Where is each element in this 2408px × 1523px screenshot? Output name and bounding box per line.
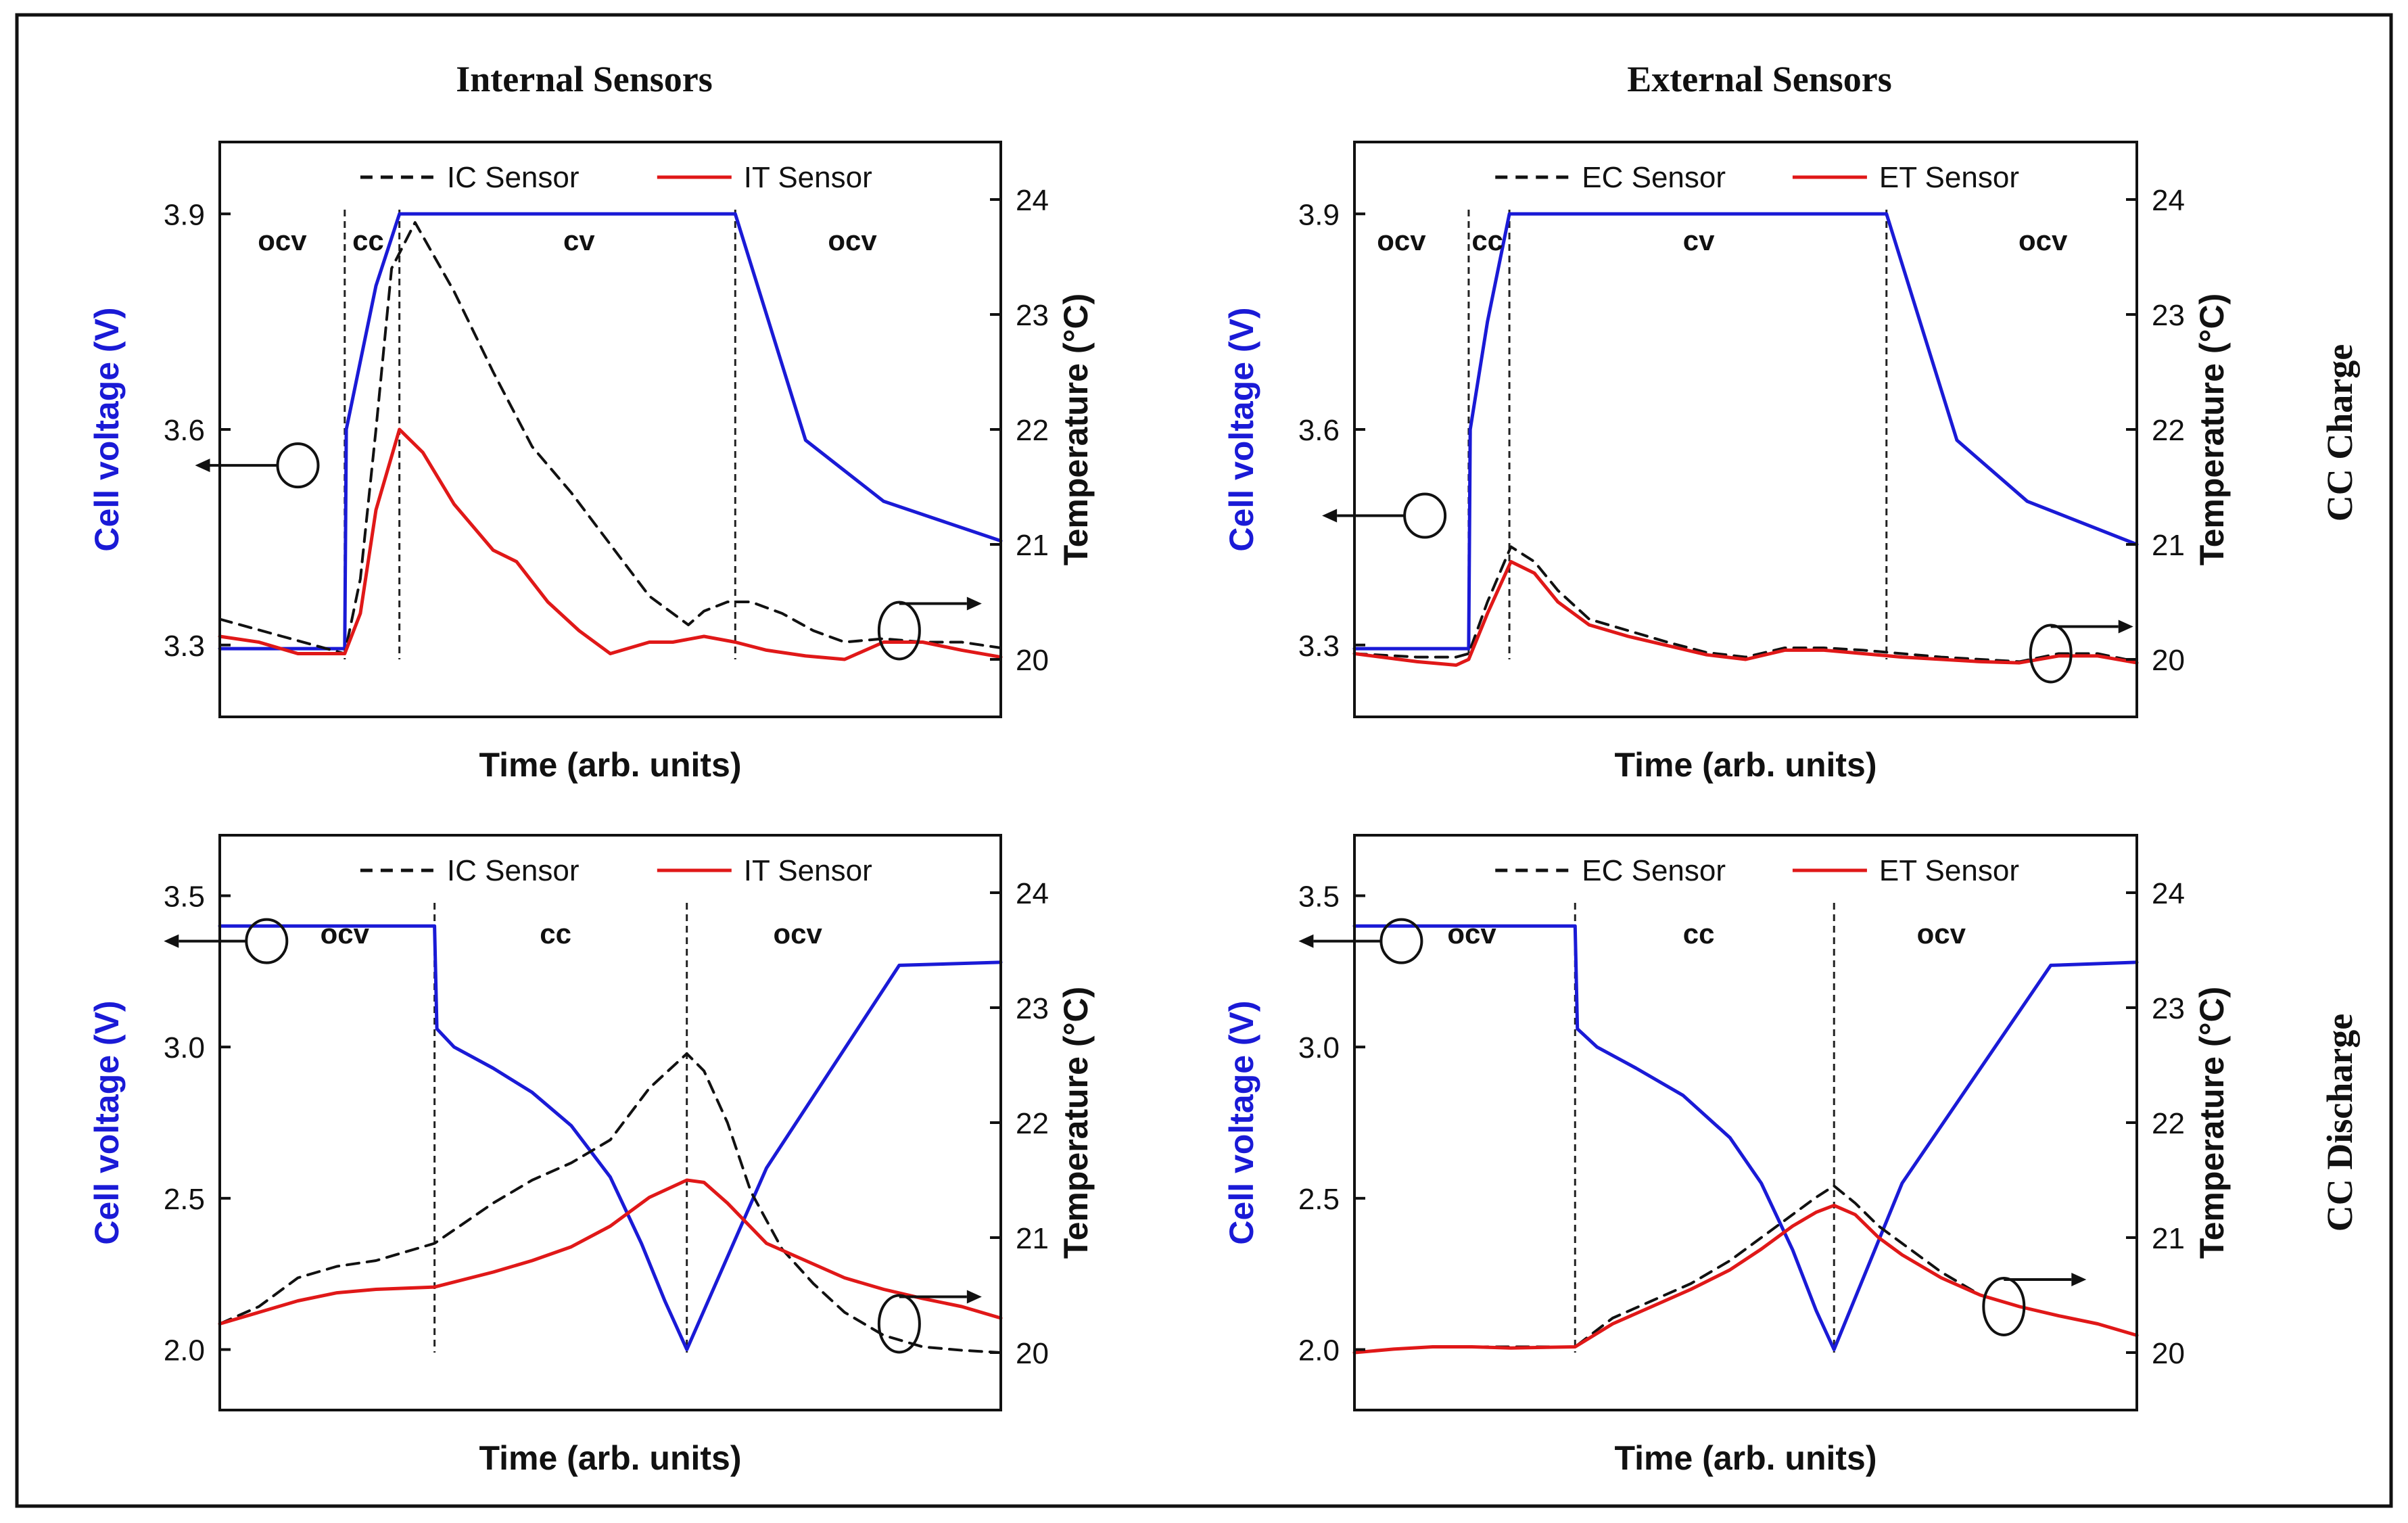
voltage-line [218, 212, 1003, 651]
right-tick-label: 23 [1016, 299, 1049, 332]
it-sensor-line [218, 1178, 1003, 1326]
heading-external-sensors: External Sensors [1627, 59, 1892, 99]
left-axis-title: Cell voltage (V) [88, 1000, 126, 1244]
phase-label: ocv [1377, 225, 1426, 256]
it-sensor-line [218, 427, 1003, 661]
left-tick-label: 3.0 [1298, 1031, 1340, 1064]
left-tick-label: 3.5 [164, 880, 205, 913]
right-axis-title: Temperature (°C) [2193, 987, 2231, 1259]
right-tick-label: 21 [2152, 529, 2185, 562]
right-axis-title: Temperature (°C) [2193, 294, 2231, 565]
legend-label: EC Sensor [1582, 854, 1726, 887]
left-axis-title: Cell voltage (V) [1223, 1000, 1260, 1244]
axis-arrow-head-icon [2118, 619, 2133, 634]
right-tick-label: 23 [2152, 992, 2185, 1025]
et-sensor-line [1352, 560, 2139, 667]
right-tick-label: 21 [1016, 529, 1049, 562]
phase-label: cc [352, 225, 384, 256]
left-axis-title: Cell voltage (V) [88, 307, 126, 551]
phase-label: ocv [2019, 225, 2068, 256]
left-tick-label: 3.6 [1298, 414, 1340, 447]
right-tick-label: 20 [1016, 1337, 1049, 1370]
left-tick-label: 2.0 [164, 1334, 205, 1367]
right-tick-label: 20 [1016, 644, 1049, 677]
axis-arrow-head-icon [1322, 509, 1338, 523]
chart-discharge-external: 2.0 2.5 3.0 3.5 20 21 22 23 24 ocv cc ocv EC Sensor E… [1223, 834, 2231, 1477]
right-tick-label: 21 [2152, 1222, 2185, 1255]
x-axis-title: Time (arb. units) [1614, 1439, 1876, 1477]
left-tick-label: 3.0 [164, 1031, 205, 1064]
phase-label: cc [1471, 225, 1503, 256]
right-tick-label: 24 [1016, 877, 1049, 910]
right-tick-label: 22 [1016, 414, 1049, 447]
left-tick-label: 2.0 [1298, 1334, 1340, 1367]
axis-arrow-head-icon [966, 596, 982, 611]
legend-label: IT Sensor [744, 854, 872, 887]
axis-arrow-head-icon [1298, 934, 1314, 948]
right-axis-title: Temperature (°C) [1057, 294, 1095, 565]
legend-label: EC Sensor [1582, 161, 1726, 194]
right-tick-label: 22 [2152, 1107, 2185, 1140]
left-tick-label: 2.5 [1298, 1183, 1340, 1216]
phase-label: cc [540, 918, 571, 950]
heading-internal-sensors: Internal Sensors [456, 59, 713, 99]
figure-frame [15, 13, 2393, 1508]
phase-label: ocv [1917, 918, 1966, 950]
voltage-line [1352, 924, 2139, 1351]
axis-arrow-head-icon [2071, 1273, 2087, 1286]
right-tick-label: 24 [1016, 184, 1049, 217]
legend-label: IT Sensor [744, 161, 872, 194]
right-tick-label: 22 [1016, 1107, 1049, 1140]
right-tick-label: 23 [1016, 992, 1049, 1025]
x-axis-title: Time (arb. units) [1614, 746, 1876, 784]
left-tick-label: 3.6 [164, 414, 205, 447]
left-tick-label: 3.9 [164, 198, 205, 231]
phase-label: ocv [321, 918, 370, 950]
phase-label: ocv [1447, 918, 1496, 950]
right-tick-label: 21 [1016, 1222, 1049, 1255]
left-tick-label: 3.3 [164, 630, 205, 663]
axis-arrow-head-icon [164, 934, 179, 948]
left-axis-title: Cell voltage (V) [1223, 307, 1260, 551]
right-tick-label: 23 [2152, 299, 2185, 332]
ic-sensor-line [218, 1052, 1002, 1354]
ec-sensor-line [1353, 545, 2138, 663]
right-tick-label: 22 [2152, 414, 2185, 447]
voltage-line [1352, 212, 2139, 651]
legend-label: IC Sensor [447, 161, 580, 194]
chart-discharge-internal: 2.0 2.5 3.0 3.5 20 21 22 23 24 ocv cc ocv IC Sensor I… [88, 834, 1095, 1477]
phase-label: ocv [774, 918, 823, 950]
right-tick-label: 20 [2152, 1337, 2185, 1370]
left-tick-label: 2.5 [164, 1183, 205, 1216]
legend-label: IC Sensor [447, 854, 580, 887]
chart-charge-external: 3.3 3.6 3.9 20 21 22 23 24 ocv cc cv ocv EC Sensor ET… [1223, 141, 2231, 784]
ic-sensor-line [218, 221, 1002, 655]
legend-label: ET Sensor [1879, 161, 2019, 194]
axis-arrow-head-icon [966, 1290, 982, 1304]
phase-label: cv [563, 225, 595, 256]
phase-label: ocv [828, 225, 877, 256]
row-label-cc-discharge: CC Discharge [2319, 1014, 2360, 1232]
chart-charge-internal: 3.3 3.6 3.9 20 21 22 23 24 ocv cc cv ocv IC Sensor IT… [88, 141, 1095, 784]
right-tick-label: 20 [2152, 644, 2185, 677]
right-tick-label: 24 [2152, 877, 2185, 910]
right-tick-label: 24 [2152, 184, 2185, 217]
axis-arrow-head-icon [195, 459, 210, 473]
phase-label: ocv [258, 225, 307, 256]
phase-label: cc [1683, 918, 1715, 950]
row-label-cc-charge: CC Charge [2319, 344, 2360, 521]
x-axis-title: Time (arb. units) [479, 1439, 741, 1477]
right-axis-title: Temperature (°C) [1057, 987, 1095, 1259]
x-axis-title: Time (arb. units) [479, 746, 741, 784]
et-sensor-line [1352, 1203, 2139, 1355]
legend-label: ET Sensor [1879, 854, 2019, 887]
left-tick-label: 3.5 [1298, 880, 1340, 913]
left-tick-label: 3.3 [1298, 630, 1340, 663]
phase-label: cv [1683, 225, 1715, 256]
left-tick-label: 3.9 [1298, 198, 1340, 231]
